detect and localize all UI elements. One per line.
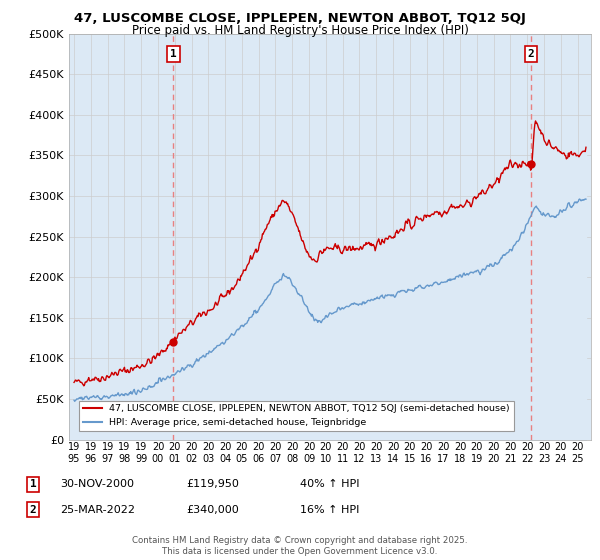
Text: 25-MAR-2022: 25-MAR-2022 [60,505,135,515]
Text: 1: 1 [29,479,37,489]
Text: 2: 2 [528,49,535,59]
Text: 2: 2 [29,505,37,515]
Text: 16% ↑ HPI: 16% ↑ HPI [300,505,359,515]
Text: Price paid vs. HM Land Registry's House Price Index (HPI): Price paid vs. HM Land Registry's House … [131,24,469,36]
Text: 1: 1 [170,49,177,59]
Legend: 47, LUSCOMBE CLOSE, IPPLEPEN, NEWTON ABBOT, TQ12 5QJ (semi-detached house), HPI:: 47, LUSCOMBE CLOSE, IPPLEPEN, NEWTON ABB… [79,400,514,431]
Text: £119,950: £119,950 [186,479,239,489]
Text: 40% ↑ HPI: 40% ↑ HPI [300,479,359,489]
Text: 47, LUSCOMBE CLOSE, IPPLEPEN, NEWTON ABBOT, TQ12 5QJ: 47, LUSCOMBE CLOSE, IPPLEPEN, NEWTON ABB… [74,12,526,25]
Text: 30-NOV-2000: 30-NOV-2000 [60,479,134,489]
Text: Contains HM Land Registry data © Crown copyright and database right 2025.
This d: Contains HM Land Registry data © Crown c… [132,536,468,556]
Text: £340,000: £340,000 [186,505,239,515]
